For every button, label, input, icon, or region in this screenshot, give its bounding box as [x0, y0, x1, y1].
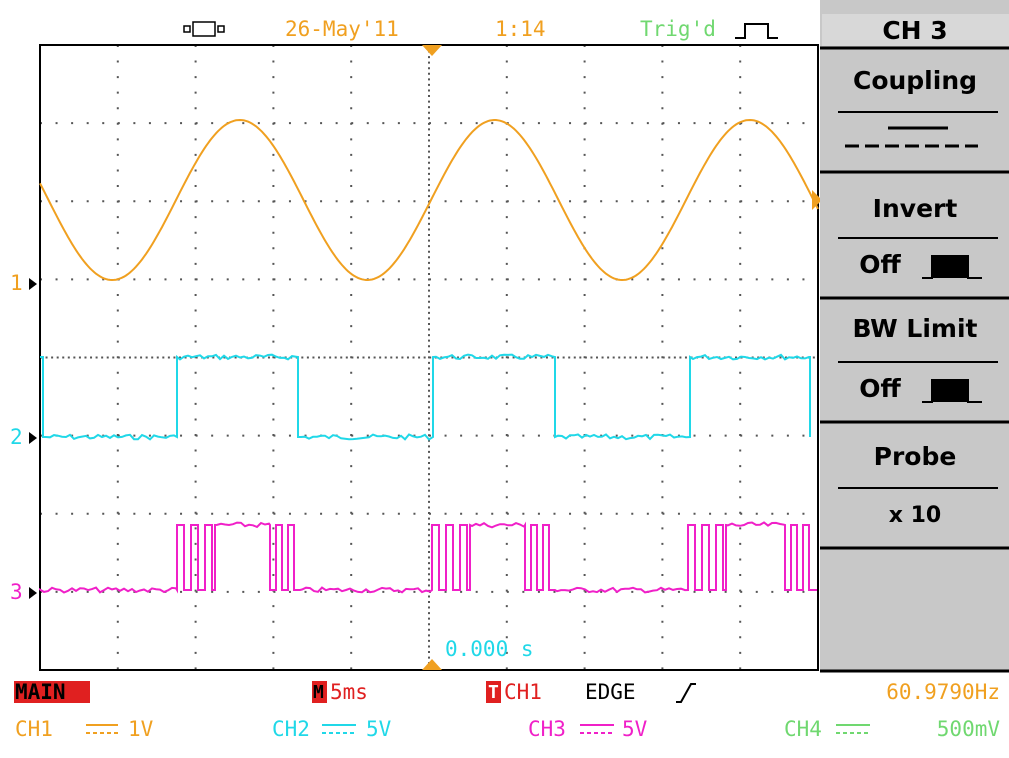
trigger-source: CH1: [504, 680, 542, 704]
side-menu: CH 3 Coupling Invert Off BW Limit Off Pr…: [820, 0, 1009, 673]
mode: MAIN: [15, 680, 66, 704]
dc-icon: [86, 724, 118, 734]
trigger-position-marker: [422, 659, 442, 670]
trigger-position-marker: [422, 45, 442, 56]
coupling-button[interactable]: Coupling: [838, 66, 998, 148]
channel-name: CH2: [272, 717, 310, 741]
trigger-status: Trig'd: [640, 17, 716, 41]
off-icon: [922, 379, 982, 403]
usb-icon: [183, 21, 225, 37]
ch2-waveform: [40, 353, 811, 441]
channel-marker: 3: [10, 580, 23, 604]
menu-label: BW Limit: [852, 314, 977, 343]
mode-box: [14, 681, 90, 703]
time-offset: 0.000 s: [445, 637, 534, 661]
marker-arrow: [29, 432, 37, 444]
menu-label: Probe: [874, 442, 957, 471]
channel-marker: 1: [10, 271, 23, 295]
menu-label: Invert: [873, 194, 958, 223]
channel-scale: 1V: [128, 717, 154, 741]
dc-icon: [580, 724, 614, 734]
trigger-level-marker: [812, 190, 822, 210]
channel-scale: 5V: [366, 717, 392, 741]
graticule: [40, 45, 818, 670]
channel-scale: 500mV: [937, 717, 1001, 741]
channel-name: CH1: [15, 717, 53, 741]
trigger-icon: [735, 23, 778, 39]
probe-button[interactable]: Probe x 10: [838, 442, 998, 528]
channel-name: CH3: [528, 717, 566, 741]
ch3-waveform: [39, 521, 817, 594]
menu-value: Off: [859, 250, 901, 279]
dc-icon: [836, 724, 870, 734]
bw-limit-button[interactable]: BW Limit Off: [838, 314, 998, 403]
invert-button[interactable]: Invert Off: [838, 194, 998, 279]
dc-icon: [322, 724, 356, 734]
trigger-prefix: T: [488, 682, 499, 703]
time: 1:14: [495, 17, 546, 41]
menu-title-box: [822, 14, 1009, 46]
edge-icon: [676, 683, 696, 703]
marker-arrow: [29, 587, 37, 599]
timebase-badge: [312, 681, 327, 703]
menu-value: x 10: [889, 503, 941, 528]
timebase: 5ms: [330, 680, 368, 704]
ch1-waveform: [39, 118, 819, 282]
timebase-prefix: M: [313, 682, 324, 703]
date: 26-May'11: [285, 17, 399, 41]
menu-title: CH 3: [882, 16, 947, 45]
trigger-badge: [486, 681, 501, 703]
menu-label: Coupling: [853, 66, 977, 95]
trigger-type: EDGE: [585, 680, 636, 704]
marker-arrow: [29, 278, 37, 290]
frequency: 60.9790Hz: [886, 680, 1000, 704]
channel-marker: 2: [10, 425, 23, 449]
menu-value: Off: [859, 374, 901, 403]
channel-name: CH4: [784, 717, 822, 741]
off-icon: [922, 255, 982, 279]
channel-scale: 5V: [622, 717, 648, 741]
